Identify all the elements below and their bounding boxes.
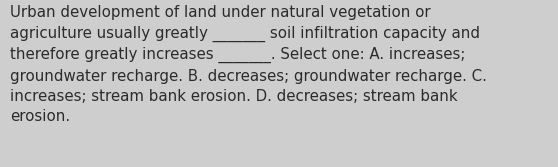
Text: Urban development of land under natural vegetation or
agriculture usually greatl: Urban development of land under natural … (10, 5, 487, 124)
